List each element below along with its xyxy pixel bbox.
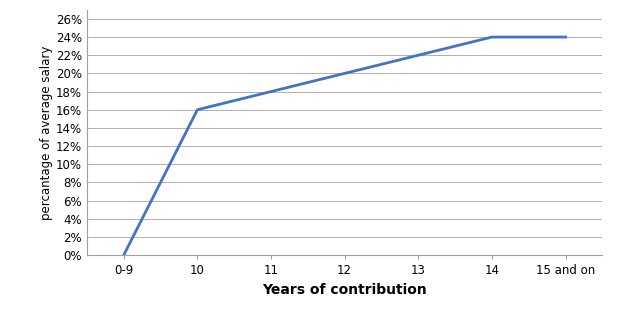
X-axis label: Years of contribution: Years of contribution	[262, 283, 427, 297]
Y-axis label: percantage of average salary: percantage of average salary	[40, 45, 53, 220]
